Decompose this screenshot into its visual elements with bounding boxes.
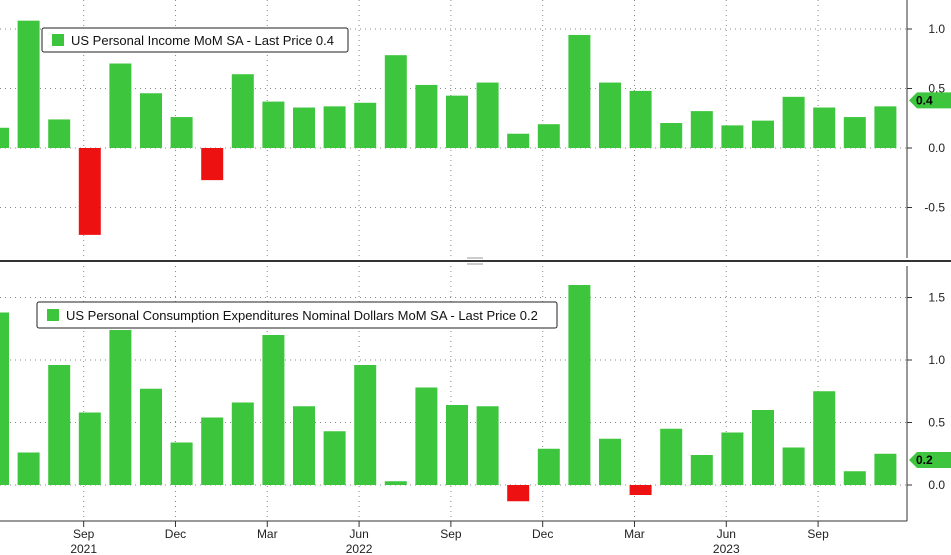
income-y-tick-label: 0.0 bbox=[928, 141, 945, 155]
income-bar bbox=[721, 125, 744, 148]
x-year-label: 2023 bbox=[713, 542, 740, 555]
income-bar bbox=[78, 148, 101, 235]
income-bar bbox=[170, 117, 193, 148]
pce-bar bbox=[599, 438, 621, 485]
income-bar bbox=[599, 82, 621, 148]
income-bar bbox=[201, 148, 224, 181]
x-tick-label: Sep bbox=[440, 527, 462, 541]
x-tick-label: Jun bbox=[349, 527, 368, 541]
income-bar bbox=[752, 120, 774, 148]
income-bar bbox=[568, 34, 591, 149]
pce-bar bbox=[782, 447, 805, 485]
pce-bar bbox=[170, 442, 193, 485]
x-tick-label: Jun bbox=[717, 527, 736, 541]
income-y-tick-label: 0.5 bbox=[928, 82, 945, 96]
income-last-value-badge bbox=[909, 92, 951, 109]
pce-bar bbox=[140, 388, 162, 485]
x-tick-label: Mar bbox=[257, 527, 278, 541]
pce-bar bbox=[690, 455, 713, 485]
income-bar bbox=[323, 106, 346, 148]
pce-bar bbox=[0, 312, 9, 485]
pce-bar bbox=[201, 417, 224, 485]
income-last-value-label: 0.4 bbox=[916, 93, 933, 107]
pce-bar bbox=[384, 481, 407, 485]
pce-bar bbox=[323, 431, 346, 485]
income-bar bbox=[629, 90, 652, 148]
pce-legend-box bbox=[36, 301, 558, 329]
pce-y-tick-label: 0.0 bbox=[928, 478, 945, 492]
pce-bar bbox=[629, 485, 652, 495]
pce-bar bbox=[415, 387, 438, 485]
pce-bar bbox=[843, 471, 866, 485]
income-bar bbox=[446, 95, 468, 148]
income-bar bbox=[507, 133, 530, 148]
income-bar bbox=[354, 102, 377, 148]
income-legend-box bbox=[41, 27, 349, 53]
income-bar bbox=[476, 82, 499, 148]
income-bar bbox=[874, 106, 897, 148]
pce-y-tick-label: 0.5 bbox=[928, 416, 945, 430]
income-bar bbox=[231, 74, 254, 148]
income-bar bbox=[415, 84, 438, 148]
income-bar bbox=[537, 124, 560, 148]
pce-panel: 0.0 0.5 1.0 1.5 0.2 US Personal Consumption E… bbox=[0, 266, 951, 521]
income-y-tick-label: 1.0 bbox=[928, 22, 945, 36]
pce-last-value-label: 0.2 bbox=[916, 453, 933, 467]
pce-bar bbox=[78, 412, 101, 485]
income-bar bbox=[109, 63, 132, 149]
income-bar bbox=[48, 119, 71, 148]
pce-bar bbox=[752, 410, 774, 485]
pce-bar bbox=[721, 432, 744, 485]
pce-bar bbox=[874, 453, 897, 485]
x-tick-label: Dec bbox=[165, 527, 186, 541]
pce-bar bbox=[537, 448, 560, 485]
pce-bar bbox=[262, 335, 285, 485]
pce-bar bbox=[293, 406, 315, 485]
income-bar bbox=[782, 96, 805, 148]
income-panel: -0.5 0.0 0.5 1.0 0.4 US Personal Income MoM S… bbox=[0, 0, 951, 258]
income-bar bbox=[690, 111, 713, 148]
pce-bar bbox=[568, 285, 591, 485]
pce-bar bbox=[476, 406, 499, 485]
pce-bar bbox=[17, 452, 40, 485]
income-legend-swatch bbox=[52, 34, 64, 46]
x-year-label: 2021 bbox=[70, 542, 97, 555]
pce-legend-label: US Personal Consumption Expenditures Nom… bbox=[66, 308, 538, 323]
income-bar bbox=[0, 127, 9, 148]
income-bar bbox=[140, 93, 162, 148]
income-legend-label: US Personal Income MoM SA - Last Price 0… bbox=[71, 33, 334, 48]
pce-bar bbox=[48, 365, 71, 485]
pce-y-tick-label: 1.5 bbox=[928, 291, 945, 305]
pce-bar bbox=[507, 485, 530, 502]
x-tick-label: Dec bbox=[532, 527, 553, 541]
income-bar bbox=[384, 55, 407, 148]
x-tick-label: Mar bbox=[624, 527, 645, 541]
x-year-label: 2022 bbox=[346, 542, 373, 555]
pce-bar bbox=[660, 428, 683, 485]
income-bar bbox=[660, 123, 683, 148]
pce-bar bbox=[446, 405, 468, 485]
pce-bar bbox=[231, 402, 254, 485]
panel-divider[interactable] bbox=[0, 257, 951, 265]
pce-legend-swatch bbox=[47, 309, 59, 321]
pce-bar bbox=[109, 330, 132, 485]
income-bar bbox=[843, 117, 866, 148]
pce-bar bbox=[354, 365, 377, 485]
pce-bar bbox=[813, 391, 836, 485]
income-y-tick-label: -0.5 bbox=[924, 201, 945, 215]
income-bar bbox=[813, 107, 836, 148]
income-bar bbox=[262, 101, 285, 148]
pce-last-value-badge bbox=[909, 452, 951, 468]
x-tick-label: Sep bbox=[73, 527, 95, 541]
income-bar bbox=[17, 20, 40, 149]
pce-y-tick-label: 1.0 bbox=[928, 353, 945, 367]
income-bar bbox=[293, 107, 315, 148]
x-tick-label: Sep bbox=[807, 527, 829, 541]
